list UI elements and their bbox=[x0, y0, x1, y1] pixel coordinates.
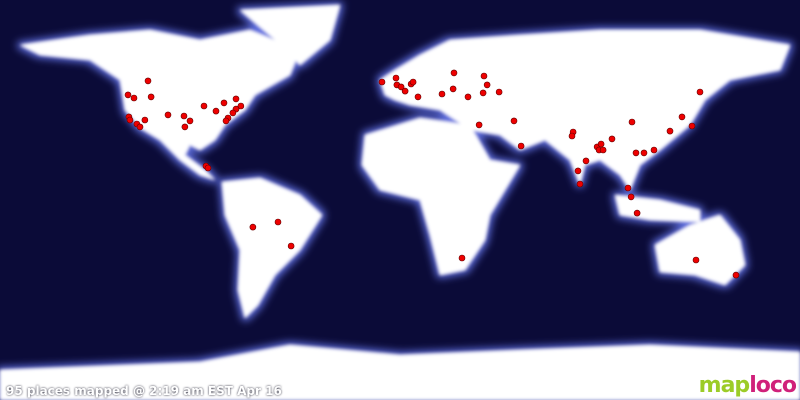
place-marker[interactable] bbox=[495, 88, 503, 96]
place-marker[interactable] bbox=[627, 193, 635, 201]
logo-part-map: map bbox=[698, 373, 751, 398]
place-marker[interactable] bbox=[449, 85, 457, 93]
place-marker[interactable] bbox=[475, 121, 483, 129]
place-marker[interactable] bbox=[732, 271, 740, 279]
place-marker[interactable] bbox=[222, 117, 230, 125]
place-marker[interactable] bbox=[597, 140, 605, 148]
place-marker[interactable] bbox=[232, 95, 240, 103]
place-marker[interactable] bbox=[574, 167, 582, 175]
place-marker[interactable] bbox=[409, 78, 417, 86]
eurasia bbox=[380, 30, 790, 190]
antarctica bbox=[0, 345, 800, 400]
place-marker[interactable] bbox=[229, 109, 237, 117]
place-marker[interactable] bbox=[450, 69, 458, 77]
place-marker[interactable] bbox=[126, 116, 134, 124]
australia bbox=[655, 215, 745, 285]
place-marker[interactable] bbox=[141, 116, 149, 124]
place-marker[interactable] bbox=[144, 77, 152, 85]
place-marker[interactable] bbox=[608, 135, 616, 143]
place-marker[interactable] bbox=[624, 184, 632, 192]
place-marker[interactable] bbox=[632, 149, 640, 157]
place-marker[interactable] bbox=[510, 117, 518, 125]
place-marker[interactable] bbox=[200, 102, 208, 110]
place-marker[interactable] bbox=[147, 93, 155, 101]
place-marker[interactable] bbox=[568, 132, 576, 140]
logo-part-loco: loco bbox=[749, 373, 797, 398]
place-marker[interactable] bbox=[696, 88, 704, 96]
place-marker[interactable] bbox=[582, 157, 590, 165]
place-marker[interactable] bbox=[576, 180, 584, 188]
place-marker[interactable] bbox=[666, 127, 674, 135]
place-marker[interactable] bbox=[181, 123, 189, 131]
place-markers bbox=[124, 69, 740, 279]
place-marker[interactable] bbox=[628, 118, 636, 126]
place-marker[interactable] bbox=[136, 123, 144, 131]
place-marker[interactable] bbox=[480, 72, 488, 80]
place-marker[interactable] bbox=[130, 94, 138, 102]
place-marker[interactable] bbox=[249, 223, 257, 231]
place-marker[interactable] bbox=[180, 112, 188, 120]
place-marker[interactable] bbox=[378, 78, 386, 86]
se-asia-islands bbox=[615, 195, 700, 222]
place-marker[interactable] bbox=[164, 111, 172, 119]
place-marker[interactable] bbox=[287, 242, 295, 250]
place-marker[interactable] bbox=[678, 113, 686, 121]
place-marker[interactable] bbox=[599, 146, 607, 154]
place-marker[interactable] bbox=[220, 99, 228, 107]
place-marker[interactable] bbox=[392, 74, 400, 82]
place-marker[interactable] bbox=[401, 87, 409, 95]
places-mapped-status: 95 places mapped @ 2:19 am EST Apr 16 bbox=[6, 384, 282, 398]
place-marker[interactable] bbox=[650, 146, 658, 154]
place-marker[interactable] bbox=[438, 90, 446, 98]
place-marker[interactable] bbox=[479, 89, 487, 97]
greenland bbox=[240, 5, 340, 65]
place-marker[interactable] bbox=[124, 91, 132, 99]
place-marker[interactable] bbox=[458, 254, 466, 262]
place-marker[interactable] bbox=[204, 164, 212, 172]
place-marker[interactable] bbox=[692, 256, 700, 264]
place-marker[interactable] bbox=[464, 93, 472, 101]
place-marker[interactable] bbox=[237, 102, 245, 110]
place-marker[interactable] bbox=[633, 209, 641, 217]
place-marker[interactable] bbox=[397, 83, 405, 91]
place-marker[interactable] bbox=[212, 107, 220, 115]
north-america bbox=[20, 30, 300, 180]
place-marker[interactable] bbox=[274, 218, 282, 226]
south-america bbox=[222, 178, 322, 318]
place-marker[interactable] bbox=[483, 81, 491, 89]
place-marker[interactable] bbox=[688, 122, 696, 130]
place-marker[interactable] bbox=[517, 142, 525, 150]
place-marker[interactable] bbox=[186, 117, 194, 125]
place-marker[interactable] bbox=[640, 149, 648, 157]
africa bbox=[362, 118, 520, 275]
maploco-logo[interactable]: maploco bbox=[698, 373, 797, 398]
place-marker[interactable] bbox=[414, 93, 422, 101]
